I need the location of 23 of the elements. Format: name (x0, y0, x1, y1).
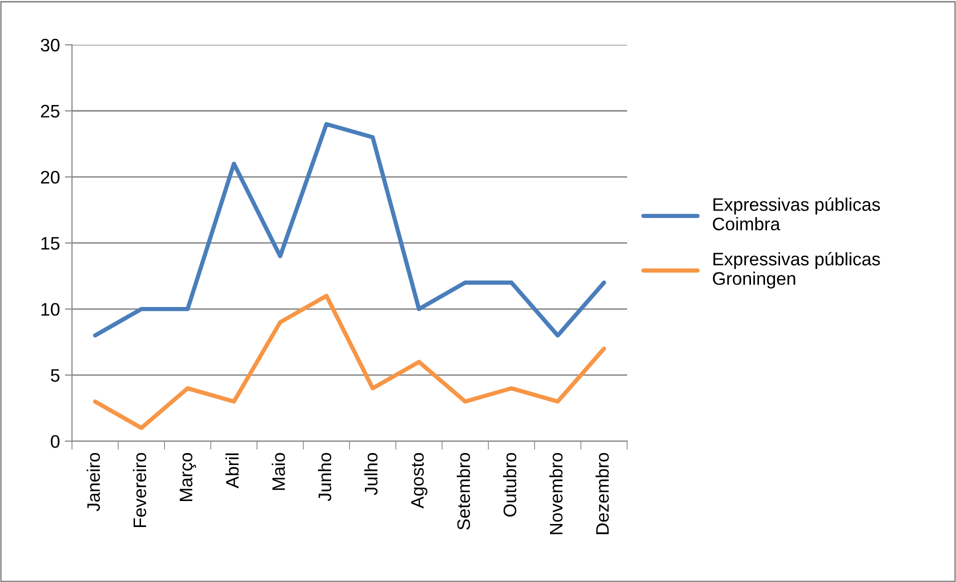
x-tick-label: Agosto (411, 453, 428, 508)
y-tick-label: 15 (41, 237, 60, 250)
x-tick-label: Dezembro (596, 453, 609, 534)
x-tick-label: Maio (272, 453, 286, 490)
x-tick-label: Janeiro (86, 453, 100, 512)
y-tick-label: 5 (50, 369, 60, 382)
line-series (93, 122, 606, 338)
line-series (93, 294, 606, 430)
x-tick-label: Fevereiro (132, 453, 146, 528)
legend-label: Expressivas públicas Groningen (712, 252, 880, 289)
x-tick-label: Novembro (549, 453, 563, 534)
y-tick-label: 10 (41, 302, 60, 316)
y-tick-label: 25 (41, 104, 60, 118)
y-tick-label: 0 (50, 435, 60, 448)
x-tick-label: Junho (318, 453, 332, 502)
x-tick-label: Outubro (503, 453, 516, 517)
x-tick-label: Abril (225, 453, 239, 488)
x-tick-label: Setembro (456, 453, 470, 530)
y-tick-label: 30 (40, 38, 60, 52)
x-tick-label: Março (180, 453, 196, 501)
x-tick-label: Julho (364, 453, 378, 496)
legend-label: Expressivas públicas Coimbra (712, 197, 880, 230)
y-tick-label: 20 (41, 170, 60, 184)
